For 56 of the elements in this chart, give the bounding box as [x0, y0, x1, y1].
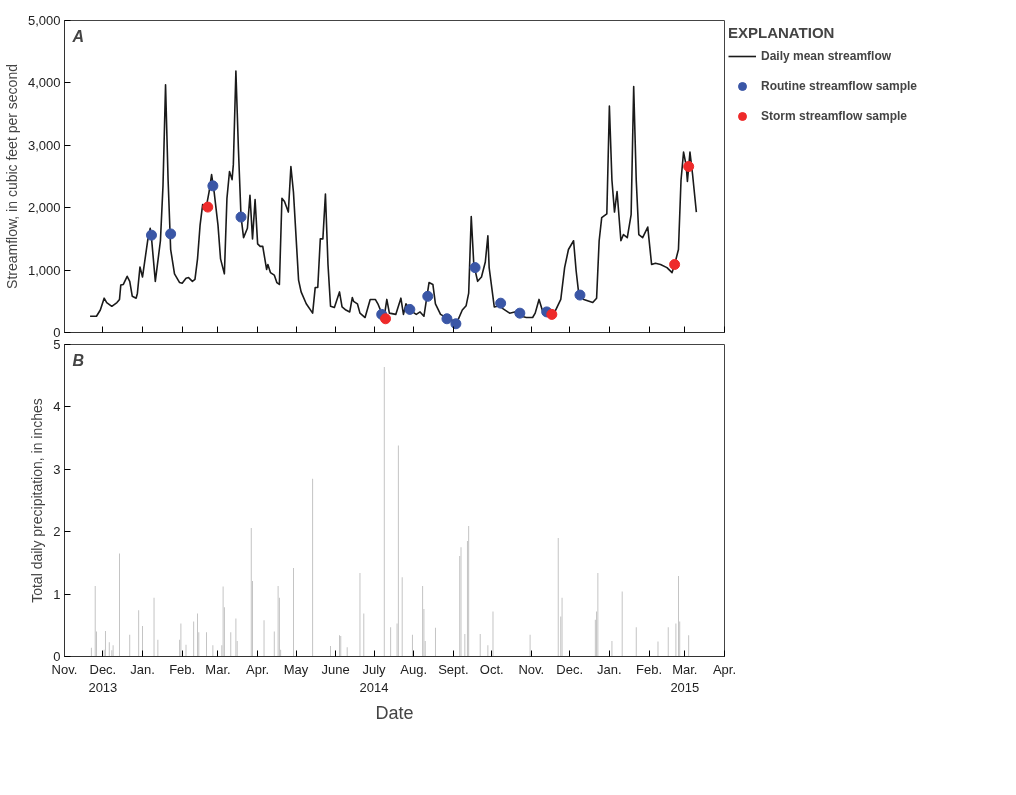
x-tick-label: Nov. [51, 661, 78, 677]
x-tick-label: July 2014 [359, 661, 389, 695]
x-tick-label: Mar. [205, 661, 231, 677]
legend-title: EXPLANATION [728, 24, 836, 41]
point [422, 290, 434, 302]
point [165, 228, 177, 240]
y-tick-label: 3,000 [27, 137, 61, 153]
x-tick-label: June [321, 661, 350, 677]
x-tick-label: Apr. [246, 661, 270, 677]
x-tick-label: Jan. [130, 661, 155, 677]
legend-label: Routine streamflow sample [761, 79, 918, 93]
point [404, 303, 416, 315]
x-tick-label: Mar. 2015 [670, 661, 700, 695]
point [450, 318, 462, 330]
y-tick-label: 0 [53, 325, 61, 340]
y-tick-label: 1,000 [27, 262, 61, 278]
legend-label: Daily mean streamflow [761, 49, 892, 63]
y-axis-title: Total daily precipitation, in inches [29, 398, 46, 603]
y-tick-label: 4 [53, 399, 61, 415]
point [683, 161, 695, 173]
y-tick-label: 3 [53, 461, 61, 477]
point [207, 180, 219, 192]
point [546, 308, 558, 320]
point [469, 262, 481, 274]
legend-label: Storm streamflow sample [761, 109, 908, 123]
x-tick-label: Dec. 2013 [88, 661, 118, 695]
x-tick-label: May [283, 661, 309, 677]
point [380, 313, 392, 325]
point [669, 258, 681, 270]
x-tick-label: Nov. [518, 661, 545, 677]
y-tick-label: 2 [53, 524, 61, 540]
point [514, 307, 526, 319]
point [145, 229, 157, 241]
x-tick-label: Aug. [400, 661, 428, 677]
x-tick-label: Sept. [438, 661, 469, 677]
point [574, 289, 586, 301]
x-tick-label: Feb. [636, 661, 663, 677]
x-tick-label: Dec. [556, 661, 584, 677]
y-axis-title: Streamflow, in cubic feet per second [3, 64, 20, 289]
y-tick-label: 5 [53, 337, 61, 352]
annotation: B [72, 351, 85, 369]
y-tick-label: 2,000 [27, 200, 61, 216]
point [495, 297, 507, 309]
point [441, 313, 453, 325]
y-tick-label: 0 [53, 649, 61, 664]
x-tick-label: Jan. [597, 661, 622, 677]
y-tick-label: 5,000 [27, 13, 61, 28]
x-tick-label: Feb. [169, 661, 196, 677]
x-axis-title: Date [375, 702, 414, 723]
point [202, 201, 214, 213]
x-tick-label: Apr. [712, 661, 737, 677]
annotation: A [71, 27, 85, 45]
y-tick-label: 4,000 [27, 75, 61, 91]
x-tick-label: Oct. [479, 661, 504, 677]
point [235, 211, 247, 223]
y-tick-label: 1 [53, 586, 61, 602]
